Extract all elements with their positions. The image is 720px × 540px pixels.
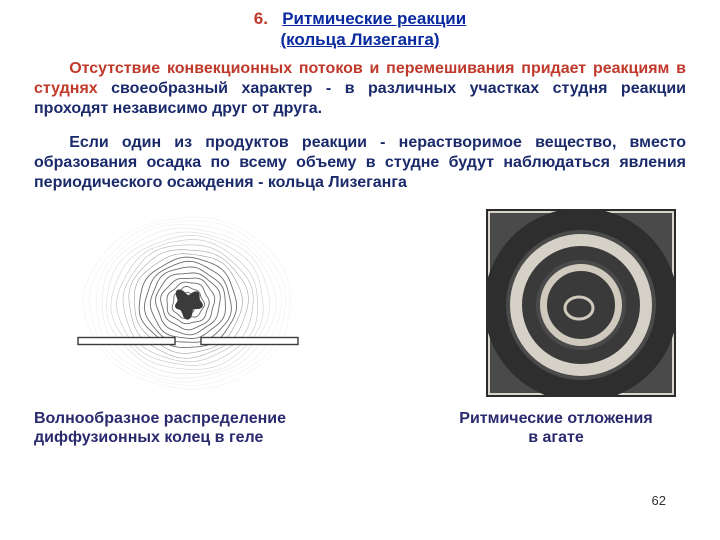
caption-right: Ритмические отложения в агате <box>426 409 686 447</box>
caption-right-line1: Ритмические отложения <box>459 410 652 427</box>
body-text: Отсутствие конвекционных потоков и перем… <box>34 59 686 193</box>
title-line1: Ритмические реакции <box>282 9 466 28</box>
slide-title: 6. Ритмические реакции (кольца Лизеганга… <box>34 8 686 51</box>
figure-right <box>486 209 676 397</box>
figure-left <box>58 207 318 399</box>
title-number: 6. <box>254 9 268 28</box>
para1-lead: Отсутствие конвекционных потоков и перем… <box>69 60 586 77</box>
captions-row: Волнообразное распределение диффузионных… <box>34 409 686 447</box>
paragraph-1: Отсутствие конвекционных потоков и перем… <box>34 59 686 119</box>
paragraph-2: Если один из продуктов реакции - нераств… <box>34 133 686 193</box>
title-line2: (кольца Лизеганга) <box>280 30 439 49</box>
caption-left-line2: диффузионных колец в геле <box>34 429 263 446</box>
caption-left-line1: Волнообразное распределение <box>34 410 286 427</box>
rings-in-gel-diagram <box>58 207 318 399</box>
agate-rings-diagram <box>486 209 676 397</box>
figures-row <box>34 207 686 399</box>
page-number: 62 <box>652 493 666 508</box>
caption-left: Волнообразное распределение диффузионных… <box>34 409 374 447</box>
para1-rest: своеобразный характер - в различных учас… <box>34 80 686 117</box>
slide: 6. Ритмические реакции (кольца Лизеганга… <box>0 0 720 540</box>
caption-right-line2: в агате <box>528 429 583 446</box>
